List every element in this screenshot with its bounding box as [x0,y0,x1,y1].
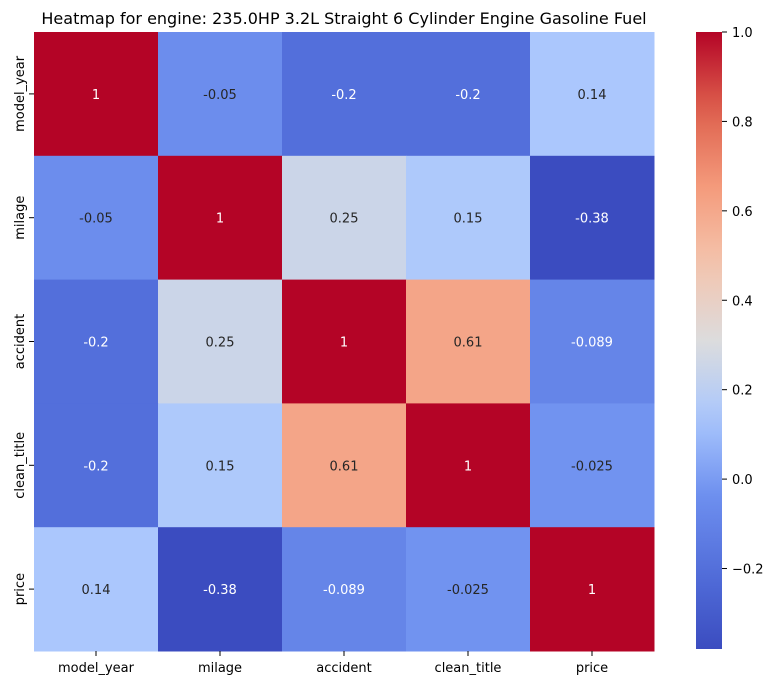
colorbar-tick-label: −0.2 [732,563,764,578]
y-tick-label: price [13,573,28,605]
heatmap-cell [282,279,407,404]
heatmap-cell [406,527,531,652]
heatmap-cell [158,32,283,157]
cell-value-label: 1 [92,88,100,103]
cell-value-label: 1 [464,459,472,474]
heatmap-cell [406,403,531,528]
cell-value-label: -0.2 [83,459,108,474]
cell-value-label: 1 [340,336,348,351]
heatmap-cell [34,527,159,652]
cell-value-label: -0.2 [455,88,480,103]
x-tick-label: clean_title [435,661,502,676]
heatmap-cell [282,32,407,157]
cell-value-label: 0.61 [330,459,359,474]
x-tick-label: price [576,661,608,676]
heatmap-cell [34,32,159,157]
cell-value-label: -0.089 [323,583,365,598]
cell-value-label: 0.25 [330,212,359,227]
cell-value-label: 0.14 [578,88,607,103]
cell-value-label: -0.2 [83,336,108,351]
y-tick-label: milage [13,196,28,240]
heatmap-cell [406,155,531,281]
heatmap-cell [34,279,159,404]
colorbar-ticks: 1.0 0.8 0.6 0.4 0.2 0.0 −0.2 [722,26,764,578]
cell-value-label: -0.2 [331,88,356,103]
heatmap-cell [530,155,655,281]
heatmap-cell [34,403,159,528]
y-tick-label: accident [13,314,28,369]
x-tick-label: milage [198,661,242,676]
chart-title: Heatmap for engine: 235.0HP 3.2L Straigh… [41,9,646,28]
x-tick-label: model_year [58,661,135,676]
heatmap-cell [282,403,407,528]
colorbar-tick-label: 0.6 [732,205,753,220]
cell-value-label: -0.025 [447,583,489,598]
colorbar-tick-label: 1.0 [732,26,753,41]
heatmap-cell [530,32,655,157]
cell-value-label: 1 [216,212,224,227]
colorbar-tick-label: 0.0 [732,473,753,488]
cell-value-label: 1 [588,583,596,598]
colorbar-tick-label: 0.8 [732,115,753,130]
cell-value-label: -0.05 [79,212,113,227]
cell-value-label: 0.61 [454,336,483,351]
y-tick-label: model_year [13,55,28,132]
cell-value-label: 0.14 [82,583,111,598]
cell-value-label: -0.05 [203,88,237,103]
cell-value-label: -0.089 [571,336,613,351]
x-axis: model_year milage accident clean_title price [58,651,608,676]
heatmap-cell [530,279,655,404]
heatmap-cell [34,155,159,281]
heatmap-cell [158,279,283,404]
heatmap-cell [530,403,655,528]
colorbar-tick-label: 0.4 [732,294,753,309]
x-tick-label: accident [316,661,371,676]
heatmap-cell [406,32,531,157]
heatmap-cells: 1 -0.05 -0.2 -0.2 0.14 -0.05 1 0.25 0.15 -0.38 -0.… [34,32,655,652]
heatmap-cell [158,403,283,528]
heatmap-cell [406,279,531,404]
heatmap-cell [282,155,407,281]
heatmap-cell [282,527,407,652]
heatmap-cell [158,155,283,281]
y-tick-label: clean_title [13,432,28,499]
cell-value-label: 0.15 [454,212,483,227]
cell-value-label: 0.25 [206,336,235,351]
heatmap-cell [158,527,283,652]
cell-value-label: -0.38 [203,583,237,598]
colorbar-tick-label: 0.2 [732,384,753,399]
cell-value-label: 0.15 [206,459,235,474]
colorbar [696,32,722,649]
cell-value-label: -0.38 [575,212,609,227]
heatmap-cell [530,527,655,652]
cell-value-label: -0.025 [571,459,613,474]
